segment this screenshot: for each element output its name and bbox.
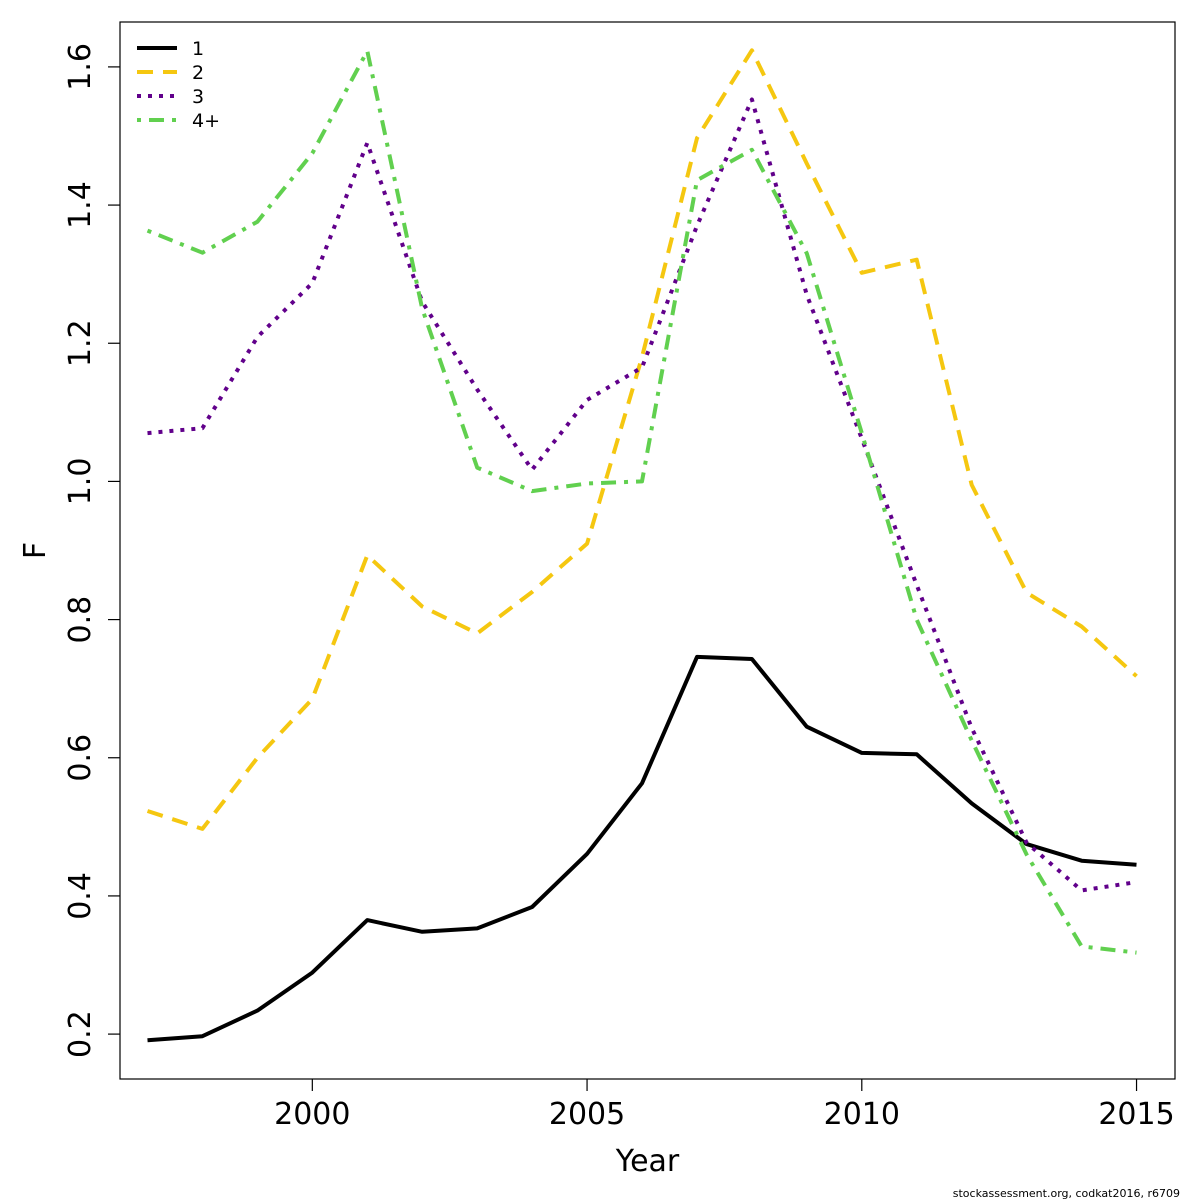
- legend-label-2: 2: [192, 62, 204, 84]
- series-line-4: [146, 49, 1137, 955]
- x-axis-title: Year: [615, 1144, 680, 1179]
- y-tick-label-5: 1.2: [63, 319, 98, 367]
- axes: 2000 2005 2010 2015 0.2 0.4 0.6 0.8 1.0 1.2 1.4 1.6: [63, 21, 1176, 1132]
- series-line-1: [147, 654, 1137, 1043]
- y-tick-label-4: 1.0: [63, 458, 98, 506]
- series-line-2: [146, 48, 1138, 831]
- credit-text: stockassessment.org, codkat2016, r6709: [953, 1187, 1180, 1200]
- x-tick-label-2005: 2005: [549, 1097, 625, 1132]
- legend-label-1: 1: [192, 38, 204, 60]
- plot-frame: [119, 21, 1176, 1080]
- y-axis-title: F: [18, 542, 53, 559]
- legend-label-4: 4+: [192, 110, 220, 132]
- y-tick-label-0: 0.2: [63, 1010, 98, 1058]
- y-tick-label-2: 0.6: [63, 734, 98, 782]
- y-tick-label-6: 1.4: [63, 181, 98, 229]
- y-tick-label-1: 0.4: [63, 872, 98, 920]
- x-tick-label-2000: 2000: [274, 1097, 350, 1132]
- series-layer: [146, 48, 1138, 1043]
- x-tick-label-2015: 2015: [1098, 1097, 1174, 1132]
- y-tick-label-7: 1.6: [63, 43, 98, 91]
- legend-label-3: 3: [192, 86, 204, 108]
- x-tick-label-2010: 2010: [824, 1097, 900, 1132]
- y-tick-label-3: 0.8: [63, 596, 98, 644]
